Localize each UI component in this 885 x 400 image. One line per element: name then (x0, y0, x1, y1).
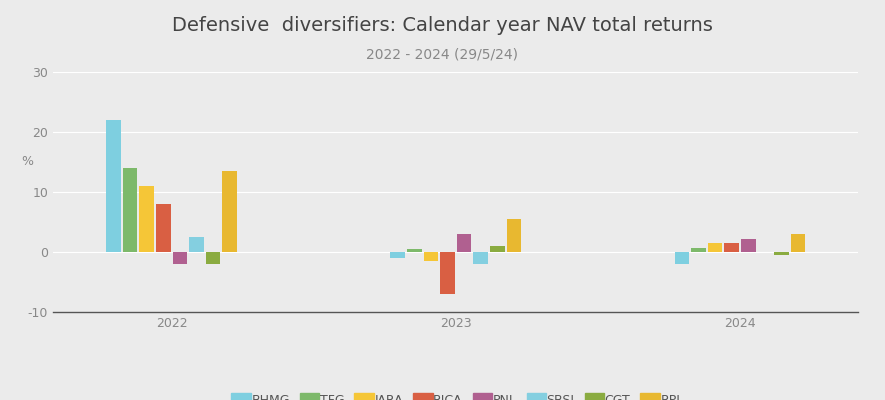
Bar (407, 249, 421, 252)
Bar (506, 219, 521, 252)
Bar (473, 252, 488, 264)
Legend: BHMG, TFG, JARA, RICA, PNL, SBSI, CGT, RPI: BHMG, TFG, JARA, RICA, PNL, SBSI, CGT, R… (231, 394, 681, 400)
Bar (222, 171, 237, 252)
Bar (457, 234, 472, 252)
Bar (774, 252, 789, 255)
Text: 2022 - 2024 (29/5/24): 2022 - 2024 (29/5/24) (366, 48, 519, 62)
Bar (173, 252, 187, 264)
Text: Defensive  diversifiers: Calendar year NAV total returns: Defensive diversifiers: Calendar year NA… (172, 16, 713, 35)
Bar (440, 252, 455, 294)
Bar (691, 248, 706, 252)
Bar (390, 252, 405, 258)
Bar (139, 186, 154, 252)
Bar (708, 243, 722, 252)
Bar (725, 243, 739, 252)
Bar (189, 237, 204, 252)
Bar (424, 252, 438, 261)
Y-axis label: %: % (21, 155, 34, 168)
Bar (123, 168, 137, 252)
Bar (106, 120, 120, 252)
Bar (674, 252, 689, 264)
Bar (156, 204, 171, 252)
Bar (791, 234, 805, 252)
Bar (205, 252, 220, 264)
Bar (741, 239, 756, 252)
Bar (490, 246, 504, 252)
